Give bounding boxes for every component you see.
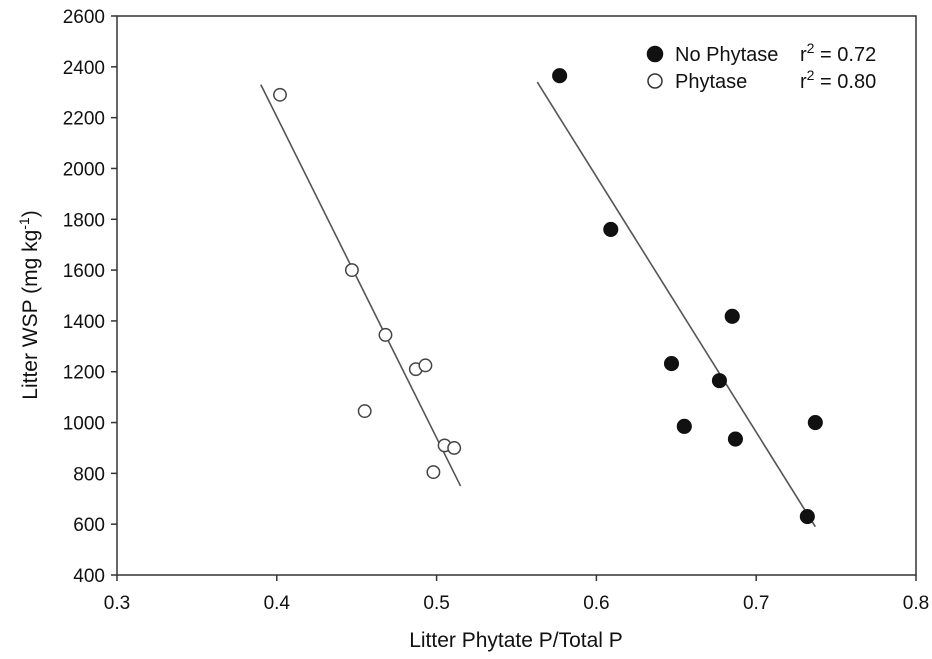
data-point-phytase [273,87,287,102]
trendlines [260,81,817,528]
y-tick-label: 2600 [63,7,105,28]
y-tick-label: 2000 [63,159,105,180]
data-point-phytase [378,327,393,342]
data-point-no-phytase [727,431,743,447]
data-point-phytase [426,465,441,480]
y-tick-label: 1000 [63,414,105,435]
data-point-no-phytase [724,308,740,324]
legend-r2-prefix: r [800,44,807,66]
data-point-phytase [357,404,372,419]
axes [116,15,917,576]
x-tick-label: 0.4 [264,593,291,614]
data-point-no-phytase [807,414,823,431]
legend-r2-value: = 0.80 [814,71,876,93]
legend-r2-phytase: r2 = 0.80 [800,67,876,93]
data-point-no-phytase [676,418,692,434]
legend-r2-prefix: r [800,71,807,93]
legend-label-phytase: Phytase [675,71,747,93]
y-tick-label: 800 [73,464,105,485]
legend-marker-phytase [647,73,663,89]
x-tick-label: 0.3 [104,593,130,614]
legend: No Phytase r2 = 0.72 Phytase r2 = 0.80 [646,40,876,93]
plot-frame [116,15,917,576]
data-point-no-phytase [552,68,568,84]
x-tick-label: 0.8 [903,593,929,614]
trendline-phytase [260,84,462,487]
legend-label-no-phytase: No Phytase [675,44,778,66]
data-point-no-phytase [663,356,680,372]
legend-r2-no-phytase: r2 = 0.72 [800,40,876,66]
data-point-phytase [418,358,433,373]
x-tick-label: 0.5 [423,593,449,614]
y-axis-label-end: ) [19,210,42,217]
data-point-phytase [447,441,462,455]
data-point-no-phytase [711,373,727,389]
legend-r2-sup: 2 [807,40,815,56]
y-tick-label: 1600 [63,261,105,282]
y-axis-ticks: 400 600 800 1000 1200 1400 1600 1800 2000 2200 240… [63,7,117,587]
data-point-no-phytase [603,221,619,237]
y-axis-label: Litter WSP (mg kg-1) [16,210,42,399]
data-points [273,68,823,525]
y-tick-label: 1400 [63,312,105,333]
legend-r2-value: = 0.72 [814,44,876,66]
x-tick-label: 0.7 [743,593,769,614]
legend-r2-sup: 2 [807,67,815,83]
y-axis-label-main: Litter WSP (mg kg [19,230,42,400]
legend-marker-no-phytase [646,45,664,63]
y-tick-label: 2200 [63,109,105,130]
y-axis-label-sup: -1 [16,217,32,230]
y-tick-label: 1200 [63,363,105,384]
trendline-no-phytase [536,81,817,528]
data-point-phytase [344,263,359,278]
x-axis-ticks: 0.3 0.4 0.5 0.6 0.7 0.8 [104,575,929,614]
y-tick-label: 400 [73,566,105,587]
y-tick-label: 1800 [63,210,105,231]
x-tick-label: 0.6 [583,593,609,614]
y-tick-label: 600 [73,515,105,536]
x-axis-label: Litter Phytate P/Total P [409,629,623,652]
y-tick-label: 2400 [63,58,105,79]
data-point-no-phytase [799,509,815,525]
